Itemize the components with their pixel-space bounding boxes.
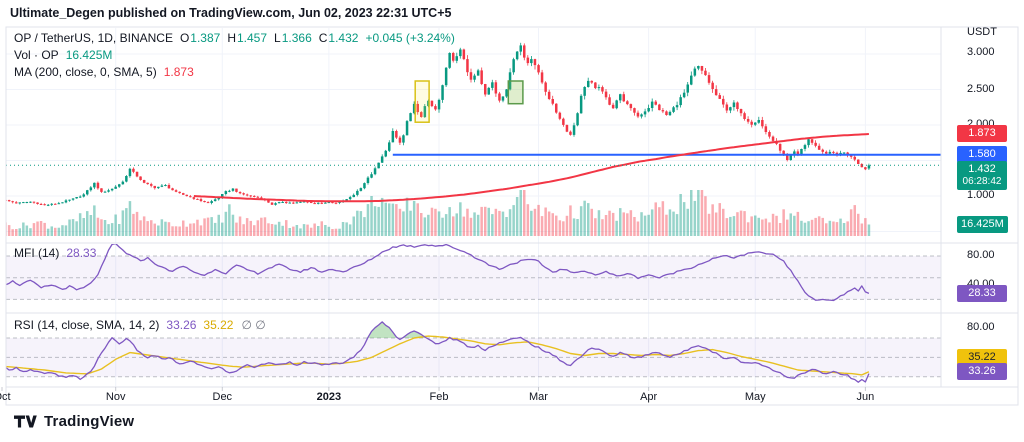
volume-value: 16.425M	[65, 48, 113, 62]
time-axis-label: Apr	[640, 391, 657, 403]
time-axis-label: Nov	[106, 391, 126, 403]
ma-legend-row[interactable]: MA (200, close, 0, SMA, 5) 1.873	[14, 64, 455, 81]
ma-label: MA (200, close, 0, SMA, 5)	[14, 65, 157, 79]
price-axis[interactable]	[941, 27, 1018, 387]
ma-value-badge: 1.873	[957, 125, 1007, 142]
rsi-value-badge: 33.26	[957, 363, 1007, 380]
time-axis-label: May	[745, 391, 766, 403]
axis-label: 2.500	[967, 83, 995, 95]
volume-label: Vol · OP	[14, 48, 59, 62]
last-price-badge: 1.432 06:28:42	[957, 161, 1007, 190]
rsi-legend-row[interactable]: RSI (14, close, SMA, 14, 2) 33.26 35.22 ∅ ∅	[14, 317, 266, 334]
tradingview-logo[interactable]: TradingView	[14, 413, 134, 430]
rsi-ma-value: 35.22	[203, 318, 234, 332]
chart-canvas[interactable]: Oct Nov Dec 2023 Feb Mar Apr May Jun	[0, 26, 1024, 406]
rsi-label: RSI (14, close, SMA, 14, 2)	[14, 318, 160, 332]
axis-label: USDT	[967, 26, 997, 38]
badge-countdown: 06:28:42	[962, 176, 1002, 187]
axis-label: 1.000	[967, 189, 995, 201]
time-axis-label: 2023	[317, 391, 341, 403]
volume-legend-row[interactable]: Vol · OP 16.425M	[14, 47, 455, 64]
ma-value: 1.873	[163, 65, 194, 79]
rsi-value: 33.26	[166, 318, 197, 332]
ohlc-open: O1.387	[179, 31, 221, 45]
attribution: Ultimate_Degen published on TradingView.…	[10, 6, 451, 20]
volume-value-badge: 16.425M	[957, 216, 1008, 233]
axis-label: 80.00	[967, 249, 995, 261]
rsi-ma-value-badge: 35.22	[957, 349, 1007, 366]
tradingview-logo-icon	[14, 415, 37, 428]
time-axis-label: Mar	[529, 391, 548, 403]
mfi-value-badge: 28.33	[957, 285, 1007, 302]
time-axis-label: Feb	[430, 391, 449, 403]
mfi-label: MFI (14)	[14, 246, 60, 260]
main-legend: OP / TetherUS, 1D, BINANCE O1.387 H1.457 L1…	[14, 30, 455, 81]
symbol-legend-row[interactable]: OP / TetherUS, 1D, BINANCE O1.387 H1.457 L1…	[14, 30, 455, 47]
ohlc-high: H1.457	[227, 31, 268, 45]
time-axis-label: Dec	[213, 391, 233, 403]
ohlc-close: C1.432	[318, 31, 359, 45]
symbol-title: OP / TetherUS, 1D, BINANCE	[14, 31, 173, 45]
axis-label: 3.000	[967, 46, 995, 58]
mfi-value: 28.33	[66, 246, 97, 260]
attribution-text: Ultimate_Degen published on TradingView.…	[10, 6, 452, 20]
mfi-legend-row[interactable]: MFI (14) 28.33	[14, 245, 96, 262]
time-axis-label: Oct	[0, 391, 11, 403]
badge-price: 1.432	[968, 163, 996, 175]
time-axis-label: Jun	[857, 391, 875, 403]
tradingview-logo-text: TradingView	[44, 413, 135, 430]
ohlc-low: L1.366	[274, 31, 312, 45]
price-change: +0.045 (+3.24%)	[365, 31, 455, 45]
level-value-badge: 1.580	[957, 146, 1007, 163]
axis-label: 80.00	[967, 321, 995, 333]
time-axis[interactable]	[6, 388, 941, 405]
rsi-empty-values: ∅ ∅	[241, 318, 266, 332]
